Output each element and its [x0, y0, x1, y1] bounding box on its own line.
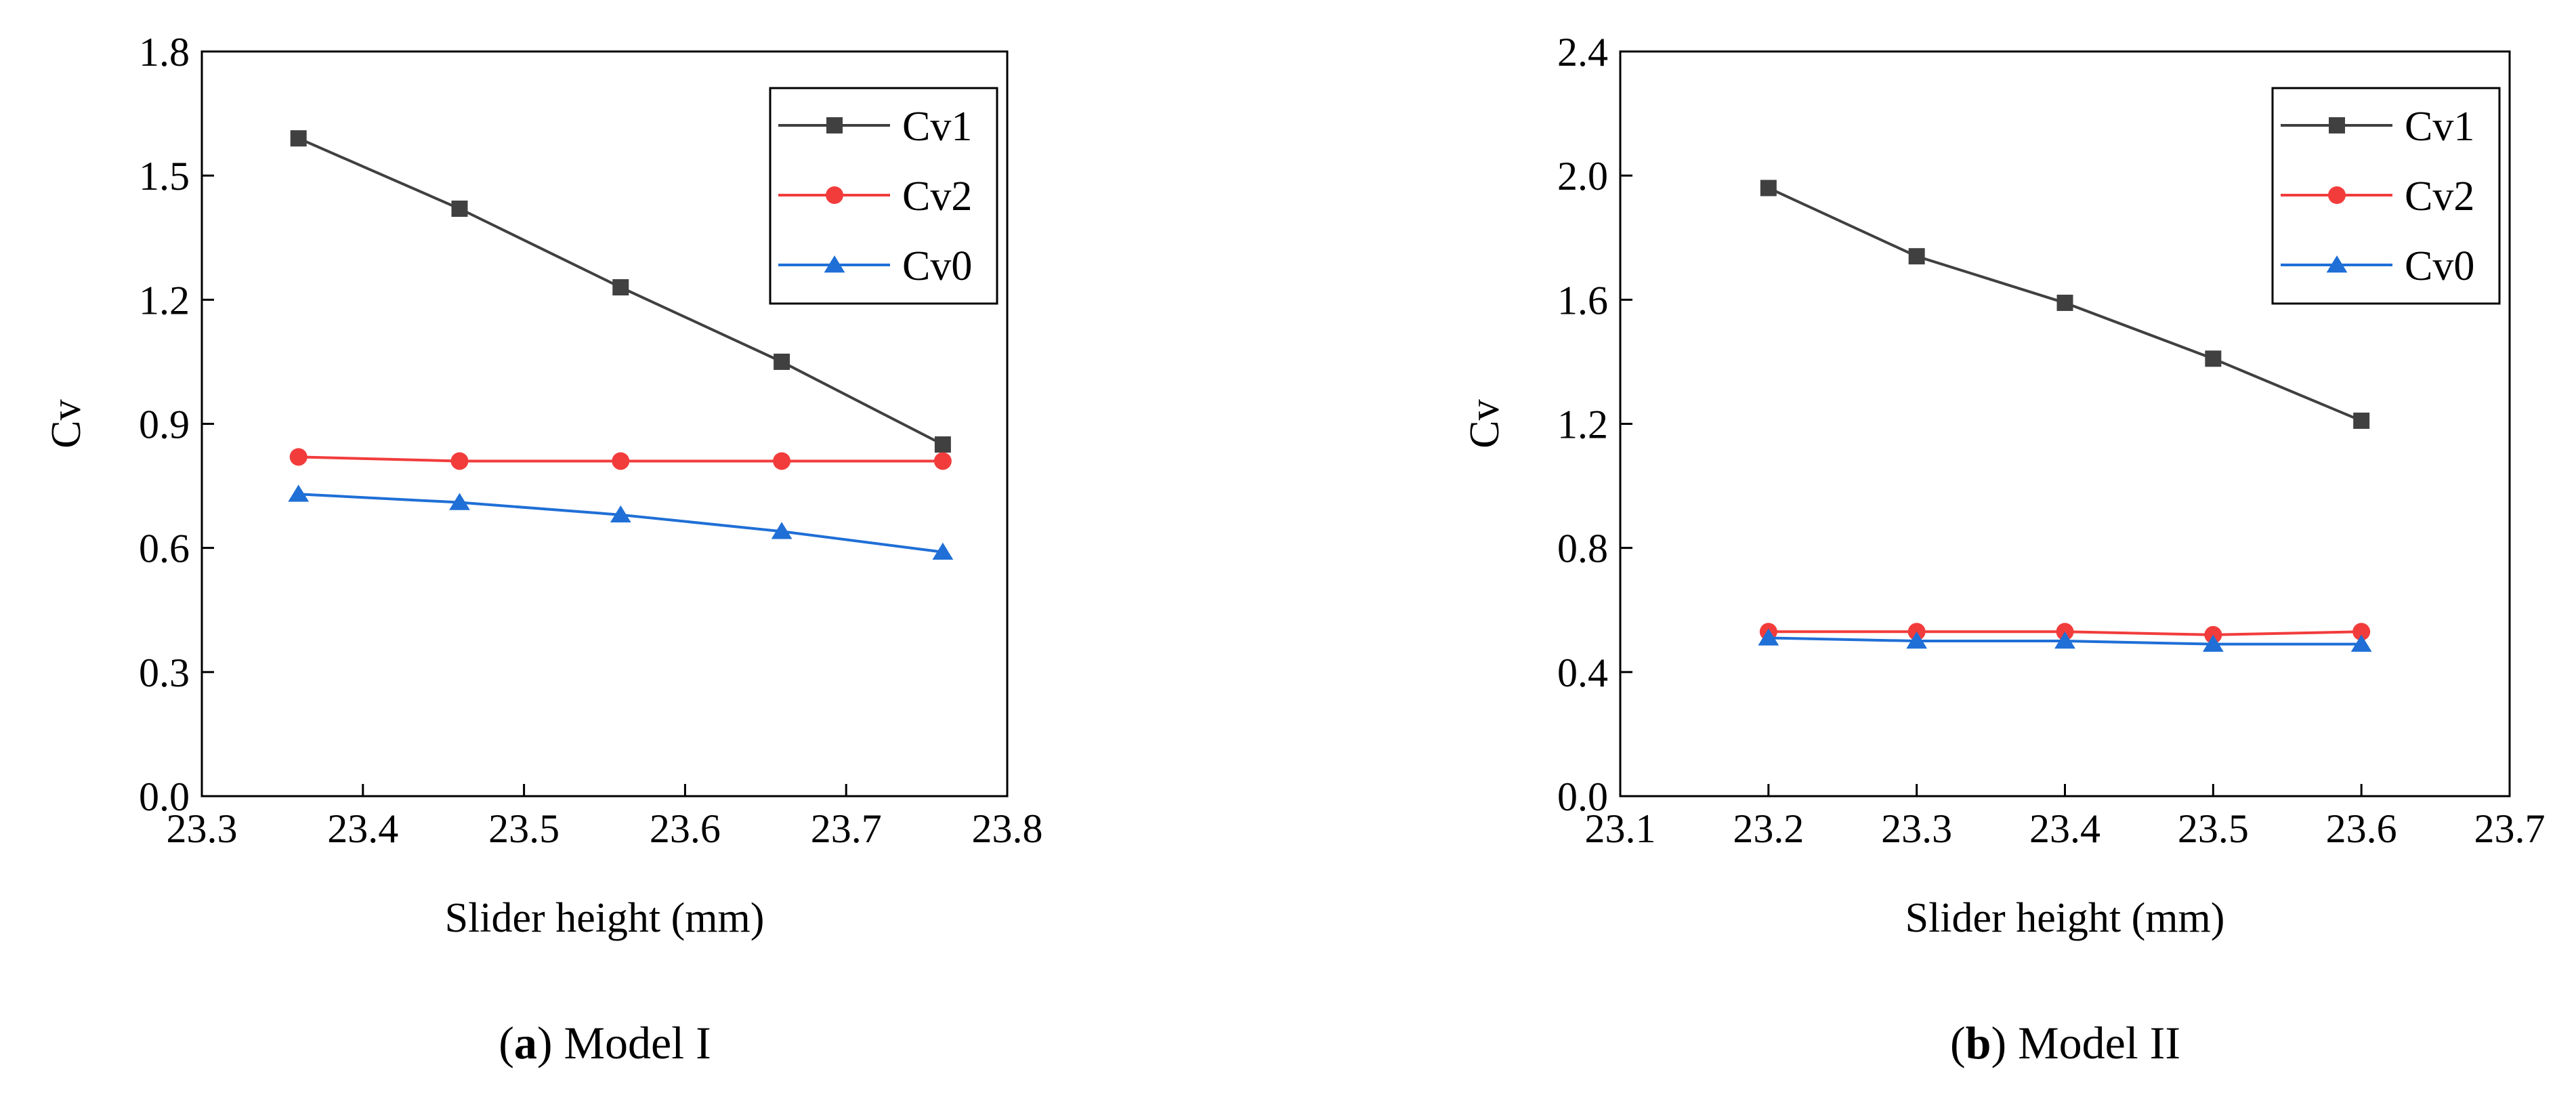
y-tick-label: 1.2: [139, 278, 190, 323]
data-point: [450, 452, 469, 470]
legend-label: Cv2: [2405, 173, 2474, 220]
x-tick-label: 23.4: [327, 806, 398, 851]
series-cv1: [1760, 180, 2370, 429]
x-tick-label: 23.7: [811, 806, 882, 851]
data-point: [1906, 632, 1928, 649]
y-axis-label: Cv: [43, 399, 89, 448]
legend-marker: [824, 255, 845, 273]
series-cv0: [1758, 628, 2372, 652]
y-tick-label: 0.9: [139, 402, 190, 447]
x-tick-label: 23.5: [488, 806, 559, 851]
x-axis-label: Slider height (mm): [445, 895, 765, 941]
data-point: [610, 505, 631, 523]
data-point: [289, 448, 308, 466]
x-tick-label: 23.7: [2474, 806, 2546, 851]
data-point: [773, 452, 791, 470]
data-point: [1758, 628, 1779, 646]
chart-panel-a: 23.3 23.4 23.5 23.6 23.7 23.8 0.0 0.3 0.6 0.9 1.2 1…: [43, 30, 1043, 1069]
data-point: [612, 452, 630, 470]
data-point: [933, 452, 952, 470]
y-tick-label: 1.6: [1557, 278, 1608, 323]
legend-marker: [826, 186, 843, 204]
panel-caption: (b) Model II: [1950, 1017, 2180, 1069]
chart-panel-b: 23.1 23.2 23.3 23.4 23.5 23.6 23.7 0.0 0.4 0.8 1.2…: [1462, 30, 2546, 1069]
y-tick-label: 2.0: [1557, 154, 1608, 199]
x-tick-label: 23.3: [1881, 806, 1952, 851]
data-point: [612, 279, 629, 296]
data-point: [451, 201, 468, 218]
legend-marker: [2326, 255, 2348, 273]
y-tick-label: 0.6: [139, 526, 190, 571]
legend-label: Cv1: [2405, 104, 2474, 150]
data-point: [449, 493, 470, 510]
y-tick-label: 1.2: [1557, 402, 1608, 447]
y-tick-label: 0.0: [139, 774, 190, 819]
x-tick-label: 23.5: [2178, 806, 2249, 851]
series-line: [298, 493, 944, 554]
data-point: [2054, 632, 2075, 649]
y-tick-label: 1.8: [139, 30, 190, 75]
series-cv2: [289, 448, 952, 470]
y-tick-label: 0.8: [1557, 526, 1608, 571]
series-cv1: [290, 130, 951, 453]
x-axis-label: Slider height (mm): [1905, 895, 2225, 941]
legend-marker: [826, 117, 843, 133]
x-tick-label: 23.6: [2326, 806, 2397, 851]
data-point: [2202, 634, 2224, 652]
y-tick-label: 2.4: [1557, 30, 1608, 75]
legend-label: Cv0: [2405, 243, 2474, 289]
y-tick-label: 1.5: [139, 154, 190, 199]
data-point: [2350, 634, 2372, 652]
data-point: [2056, 294, 2073, 311]
y-tick-label: 0.3: [139, 650, 190, 695]
legend-label: Cv1: [902, 104, 972, 150]
x-tick-label: 23.8: [972, 806, 1043, 851]
x-tick-label: 23.2: [1733, 806, 1804, 851]
data-point: [2205, 350, 2222, 367]
y-axis-label: Cv: [1462, 399, 1508, 448]
data-point: [934, 436, 951, 453]
data-point: [1908, 248, 1925, 265]
data-point: [932, 542, 954, 560]
data-point: [2353, 412, 2370, 429]
data-point: [771, 522, 793, 539]
x-tick-label: 23.3: [167, 806, 238, 851]
x-tick-label: 23.4: [2029, 806, 2100, 851]
x-tick-label: 23.1: [1585, 806, 1656, 851]
y-tick-label: 0.0: [1557, 774, 1608, 819]
x-tick-label: 23.6: [650, 806, 721, 851]
panel-caption: (a) Model I: [499, 1017, 711, 1069]
series-cv0: [288, 484, 954, 560]
legend-label: Cv2: [902, 173, 972, 220]
legend-marker: [2328, 186, 2346, 204]
data-point: [290, 130, 307, 147]
legend-label: Cv0: [902, 243, 972, 289]
legend-marker: [2329, 117, 2345, 133]
data-point: [1760, 180, 1777, 196]
data-point: [288, 484, 310, 502]
data-point: [2352, 623, 2371, 641]
data-point: [774, 353, 790, 370]
y-tick-label: 0.4: [1557, 650, 1608, 695]
legend: Cv1 Cv2 Cv0: [769, 87, 998, 305]
legend: Cv1 Cv2 Cv0: [2271, 87, 2501, 305]
